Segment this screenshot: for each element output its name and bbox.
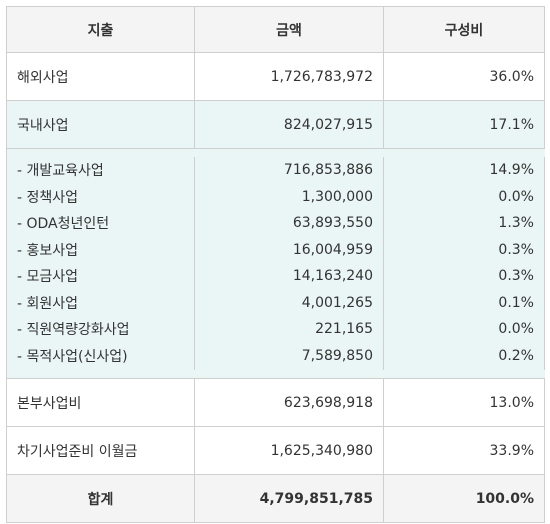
row-amount: 1,726,783,972 — [195, 53, 384, 100]
row-category: 본부사업비 — [7, 379, 195, 426]
sub-item-category: - ODA청년인턴 — [17, 216, 110, 233]
header-category: 지출 — [7, 7, 195, 52]
table-header-row: 지출 금액 구성비 — [7, 7, 545, 53]
sub-item-ratio: 0.0% — [498, 188, 534, 205]
sub-items-group: - 개발교육사업 - 정책사업 - ODA청년인턴 - 홍보사업 - 모금사업 … — [7, 149, 545, 379]
sub-item-category: - 개발교육사업 — [17, 163, 104, 180]
sub-item-category: - 목적사업(신사업) — [17, 348, 128, 365]
sub-item-amount: 14,163,240 — [292, 268, 373, 285]
sub-amounts-column: 716,853,886 1,300,000 63,893,550 16,004,… — [195, 157, 384, 370]
row-category: 국내사업 — [7, 101, 195, 148]
sub-item-amount: 16,004,959 — [292, 241, 373, 258]
total-row: 합계 4,799,851,785 100.0% — [7, 475, 545, 523]
row-category: 차기사업준비 이월금 — [7, 427, 195, 474]
sub-item-category: - 모금사업 — [17, 269, 79, 286]
sub-ratios-column: 14.9% 0.0% 1.3% 0.3% 0.3% 0.1% 0.0% 0.2% — [384, 157, 545, 370]
header-amount: 금액 — [195, 7, 384, 52]
row-ratio: 36.0% — [384, 53, 545, 100]
sub-item-ratio: 0.3% — [498, 241, 534, 258]
sub-item-category: - 직원역량강화사업 — [17, 322, 130, 339]
row-ratio: 17.1% — [384, 101, 545, 148]
sub-item-ratio: 0.2% — [498, 347, 534, 364]
sub-item-amount: 4,001,265 — [301, 294, 373, 311]
row-amount: 824,027,915 — [195, 101, 384, 148]
sub-item-amount: 221,165 — [315, 321, 373, 338]
sub-item-ratio: 0.0% — [498, 321, 534, 338]
row-category: 해외사업 — [7, 53, 195, 100]
total-amount: 4,799,851,785 — [195, 475, 384, 522]
row-amount: 623,698,918 — [195, 379, 384, 426]
sub-item-category: - 정책사업 — [17, 189, 79, 206]
sub-item-category: - 홍보사업 — [17, 242, 79, 259]
sub-item-amount: 716,853,886 — [283, 162, 373, 179]
table-row: 차기사업준비 이월금 1,625,340,980 33.9% — [7, 427, 545, 475]
expenditure-table: 지출 금액 구성비 해외사업 1,726,783,972 36.0% 국내사업 … — [6, 6, 545, 523]
total-ratio: 100.0% — [384, 475, 545, 522]
sub-item-ratio: 14.9% — [489, 162, 534, 179]
sub-item-amount: 63,893,550 — [292, 215, 373, 232]
table-row: 본부사업비 623,698,918 13.0% — [7, 379, 545, 427]
sub-categories-column: - 개발교육사업 - 정책사업 - ODA청년인턴 - 홍보사업 - 모금사업 … — [7, 157, 195, 370]
sub-item-amount: 1,300,000 — [301, 188, 373, 205]
total-label: 합계 — [7, 475, 195, 522]
sub-item-ratio: 0.3% — [498, 268, 534, 285]
sub-item-amount: 7,589,850 — [301, 347, 373, 364]
row-ratio: 33.9% — [384, 427, 545, 474]
sub-item-ratio: 1.3% — [498, 215, 534, 232]
row-ratio: 13.0% — [384, 379, 545, 426]
header-ratio: 구성비 — [384, 7, 545, 52]
table-row: 해외사업 1,726,783,972 36.0% — [7, 53, 545, 101]
sub-item-ratio: 0.1% — [498, 294, 534, 311]
table-row: 국내사업 824,027,915 17.1% — [7, 101, 545, 149]
sub-item-category: - 회원사업 — [17, 295, 79, 312]
row-amount: 1,625,340,980 — [195, 427, 384, 474]
